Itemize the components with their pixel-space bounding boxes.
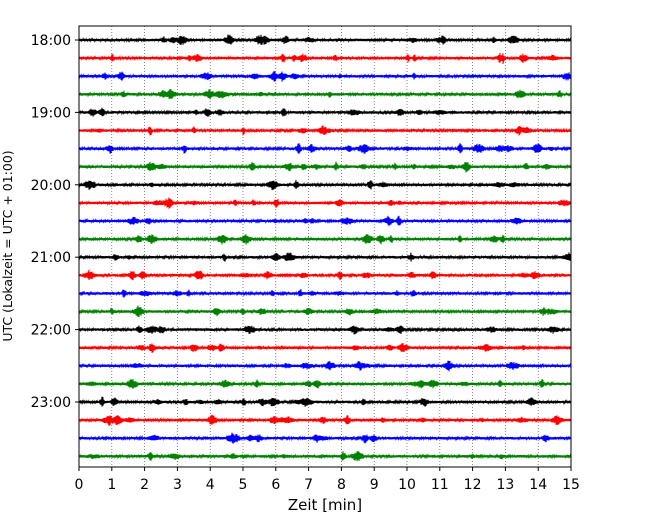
x-tick-label: 15 — [562, 477, 580, 493]
x-tick-label: 3 — [173, 477, 182, 493]
trace-line-1845 — [78, 88, 572, 100]
trace-line-2000 — [78, 179, 572, 191]
trace-line-1930 — [78, 143, 572, 154]
x-tick-label: 5 — [239, 477, 248, 493]
x-tick-label: 8 — [337, 477, 346, 493]
trace-line-2100 — [78, 252, 572, 262]
trace-line-2330 — [78, 432, 572, 444]
trace-line-2130 — [78, 289, 572, 298]
x-tick-label: 1 — [107, 477, 116, 493]
trace-line-1900 — [78, 107, 572, 117]
x-tick-label: 6 — [271, 477, 280, 493]
x-tick-label: 9 — [370, 477, 379, 493]
trace-line-2345 — [78, 450, 572, 462]
x-tick-label: 13 — [496, 477, 514, 493]
trace-line-2230 — [78, 360, 572, 372]
trace-line-2300 — [78, 396, 572, 407]
trace-line-2215 — [78, 342, 572, 353]
y-tick-label: 19:00 — [31, 105, 71, 121]
x-axis-ticks: 0 1 2 3 4 5 6 7 8 9 10 11 12 13 14 15 — [75, 467, 580, 493]
x-tick-label: 12 — [464, 477, 482, 493]
trace-line-2115 — [78, 269, 572, 281]
trace-line-2315 — [78, 414, 572, 427]
y-axis-ticks: 18:00 19:00 20:00 21:00 22:00 23:00 — [31, 33, 79, 411]
trace-line-2045 — [78, 234, 572, 245]
x-tick-label: 10 — [398, 477, 416, 493]
x-tick-label: 11 — [431, 477, 449, 493]
trace-line-1915 — [78, 125, 572, 136]
x-axis-label: Zeit [min] — [288, 496, 362, 514]
trace-line-1945 — [78, 161, 572, 173]
x-tick-label: 0 — [75, 477, 84, 493]
trace-line-2145 — [78, 305, 572, 318]
y-tick-label: 18:00 — [31, 33, 71, 49]
trace-line-1815 — [78, 52, 572, 65]
trace-line-2245 — [78, 378, 572, 389]
trace-line-1800 — [78, 34, 572, 46]
x-tick-label: 7 — [304, 477, 313, 493]
y-tick-label: 22:00 — [31, 323, 71, 339]
trace-line-2200 — [78, 325, 572, 335]
y-tick-label: 20:00 — [31, 178, 71, 194]
x-tick-label: 4 — [206, 477, 215, 493]
x-tick-label: 14 — [529, 477, 547, 493]
x-tick-label: 2 — [140, 477, 149, 493]
trace-line-2030 — [78, 215, 572, 227]
trace-line-1830 — [78, 70, 572, 82]
y-tick-label: 21:00 — [31, 250, 71, 266]
y-tick-label: 23:00 — [31, 395, 71, 411]
y-axis-label: UTC (Lokalzeit = UTC + 01:00) — [0, 150, 15, 341]
trace-group — [78, 34, 572, 462]
trace-line-2015 — [78, 197, 572, 209]
plot-frame — [78, 25, 572, 468]
